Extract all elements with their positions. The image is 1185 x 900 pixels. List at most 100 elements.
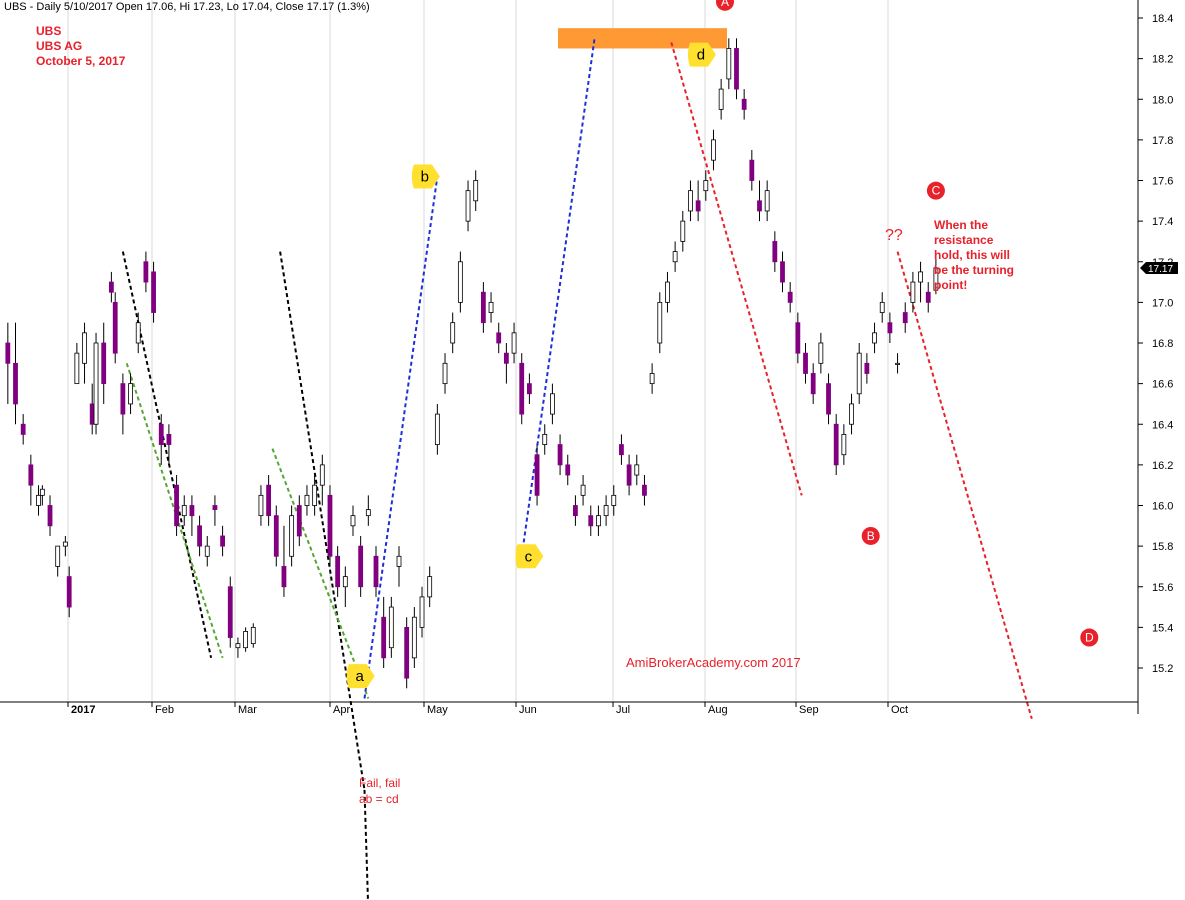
marker-a	[346, 664, 375, 689]
candle-down	[496, 332, 502, 344]
candles	[5, 38, 939, 689]
y-tick-label: 17.6	[1152, 176, 1173, 188]
candle-up	[580, 484, 586, 496]
candle-down	[565, 464, 571, 476]
candle-down	[833, 423, 839, 466]
marker-b	[411, 164, 440, 189]
candle-down	[120, 383, 126, 415]
candle-up	[250, 626, 256, 645]
x-tick-label: Feb	[155, 704, 174, 716]
candle-down	[358, 545, 364, 588]
candle-down	[20, 423, 26, 435]
candle-down	[151, 271, 156, 313]
resistance-note-line4: be the turning	[934, 263, 1014, 277]
candle-up	[419, 596, 425, 628]
candle-down	[112, 301, 118, 354]
candle-down	[526, 383, 532, 395]
y-tick-label: 17.4	[1152, 216, 1173, 228]
candle-down	[741, 98, 747, 110]
candle-down	[787, 291, 793, 303]
resistance-note-line1: When the	[934, 218, 988, 232]
candle-down	[166, 434, 172, 445]
candle-down	[519, 362, 525, 415]
candle-down	[335, 555, 341, 588]
x-tick-label: Mar	[238, 704, 257, 716]
candle-up	[841, 434, 847, 456]
y-tick-label: 15.8	[1152, 541, 1173, 553]
candle-up	[181, 505, 187, 517]
trend-red-AB	[670, 42, 803, 496]
vertical-gridlines	[67, 0, 889, 702]
candle-down	[5, 342, 11, 364]
candle-up	[910, 281, 916, 303]
candle-up	[657, 301, 663, 344]
candle-up	[365, 509, 371, 517]
chart-header: UBS - Daily 5/10/2017 Open 17.06, Hi 17.…	[4, 1, 370, 13]
candle-down	[66, 576, 72, 608]
y-tick-label: 16.8	[1152, 338, 1173, 350]
candle-down	[158, 423, 164, 445]
candle-up	[473, 180, 479, 202]
candle-down	[273, 515, 279, 557]
candle-up	[488, 301, 494, 313]
candle-down	[101, 342, 107, 385]
candle-up	[596, 515, 601, 527]
candle-down	[749, 159, 755, 181]
candle-down	[373, 555, 379, 588]
marker-A	[715, 0, 734, 11]
title-line-company: UBS AG	[36, 39, 82, 53]
candle-down	[695, 200, 701, 212]
candle-down	[803, 352, 808, 374]
candle-down	[826, 383, 831, 415]
y-tick-label: 15.2	[1152, 663, 1173, 675]
candle-up	[304, 494, 310, 506]
x-tick-label: May	[427, 704, 448, 716]
trend-red-CD	[896, 251, 1033, 720]
y-tick-label: 17.0	[1152, 297, 1173, 309]
candle-down	[381, 616, 387, 659]
candle-up	[711, 139, 716, 161]
y-tick-label: 18.0	[1152, 94, 1173, 106]
candle-up	[603, 505, 609, 517]
candle-up	[350, 515, 356, 527]
wedge-line-3	[363, 789, 369, 900]
candle-down	[108, 281, 114, 293]
candle-down	[619, 444, 624, 456]
marker-a-label: a	[355, 668, 364, 685]
candle-up	[856, 352, 862, 395]
marker-c	[515, 544, 544, 569]
candle-down	[28, 464, 34, 486]
candle-up	[511, 332, 517, 354]
candle-down	[89, 403, 95, 425]
candle-up	[465, 190, 471, 222]
trendlines	[121, 28, 1033, 900]
candle-up	[450, 322, 456, 344]
candle-up	[62, 541, 68, 547]
y-tick-label: 15.6	[1152, 582, 1173, 594]
y-tick-label: 18.2	[1152, 54, 1173, 66]
candle-down	[810, 373, 816, 395]
candle-up	[235, 643, 241, 649]
y-tick-label: 18.4	[1152, 13, 1173, 25]
candle-down	[626, 464, 632, 486]
marker-c-label: c	[525, 548, 533, 565]
candle-up	[550, 393, 555, 415]
candle-down	[13, 362, 18, 405]
candle-down	[534, 454, 540, 496]
candle-down	[296, 505, 302, 537]
candle-up	[879, 301, 885, 313]
candle-up	[128, 383, 133, 405]
resistance-note-line5: point!	[934, 278, 967, 292]
resistance-note-line2: resistance	[934, 233, 994, 247]
candle-up	[933, 267, 939, 291]
marker-d	[687, 42, 716, 67]
candle-up	[289, 515, 295, 557]
candle-up	[457, 261, 463, 303]
y-tick-label: 16.6	[1152, 379, 1173, 391]
candle-up	[434, 413, 440, 445]
candle-up	[258, 494, 264, 517]
fail-note-line1: Fail, fail	[359, 776, 400, 790]
candle-down	[734, 48, 739, 90]
y-tick-label: 16.2	[1152, 460, 1173, 472]
candle-down	[220, 535, 225, 547]
